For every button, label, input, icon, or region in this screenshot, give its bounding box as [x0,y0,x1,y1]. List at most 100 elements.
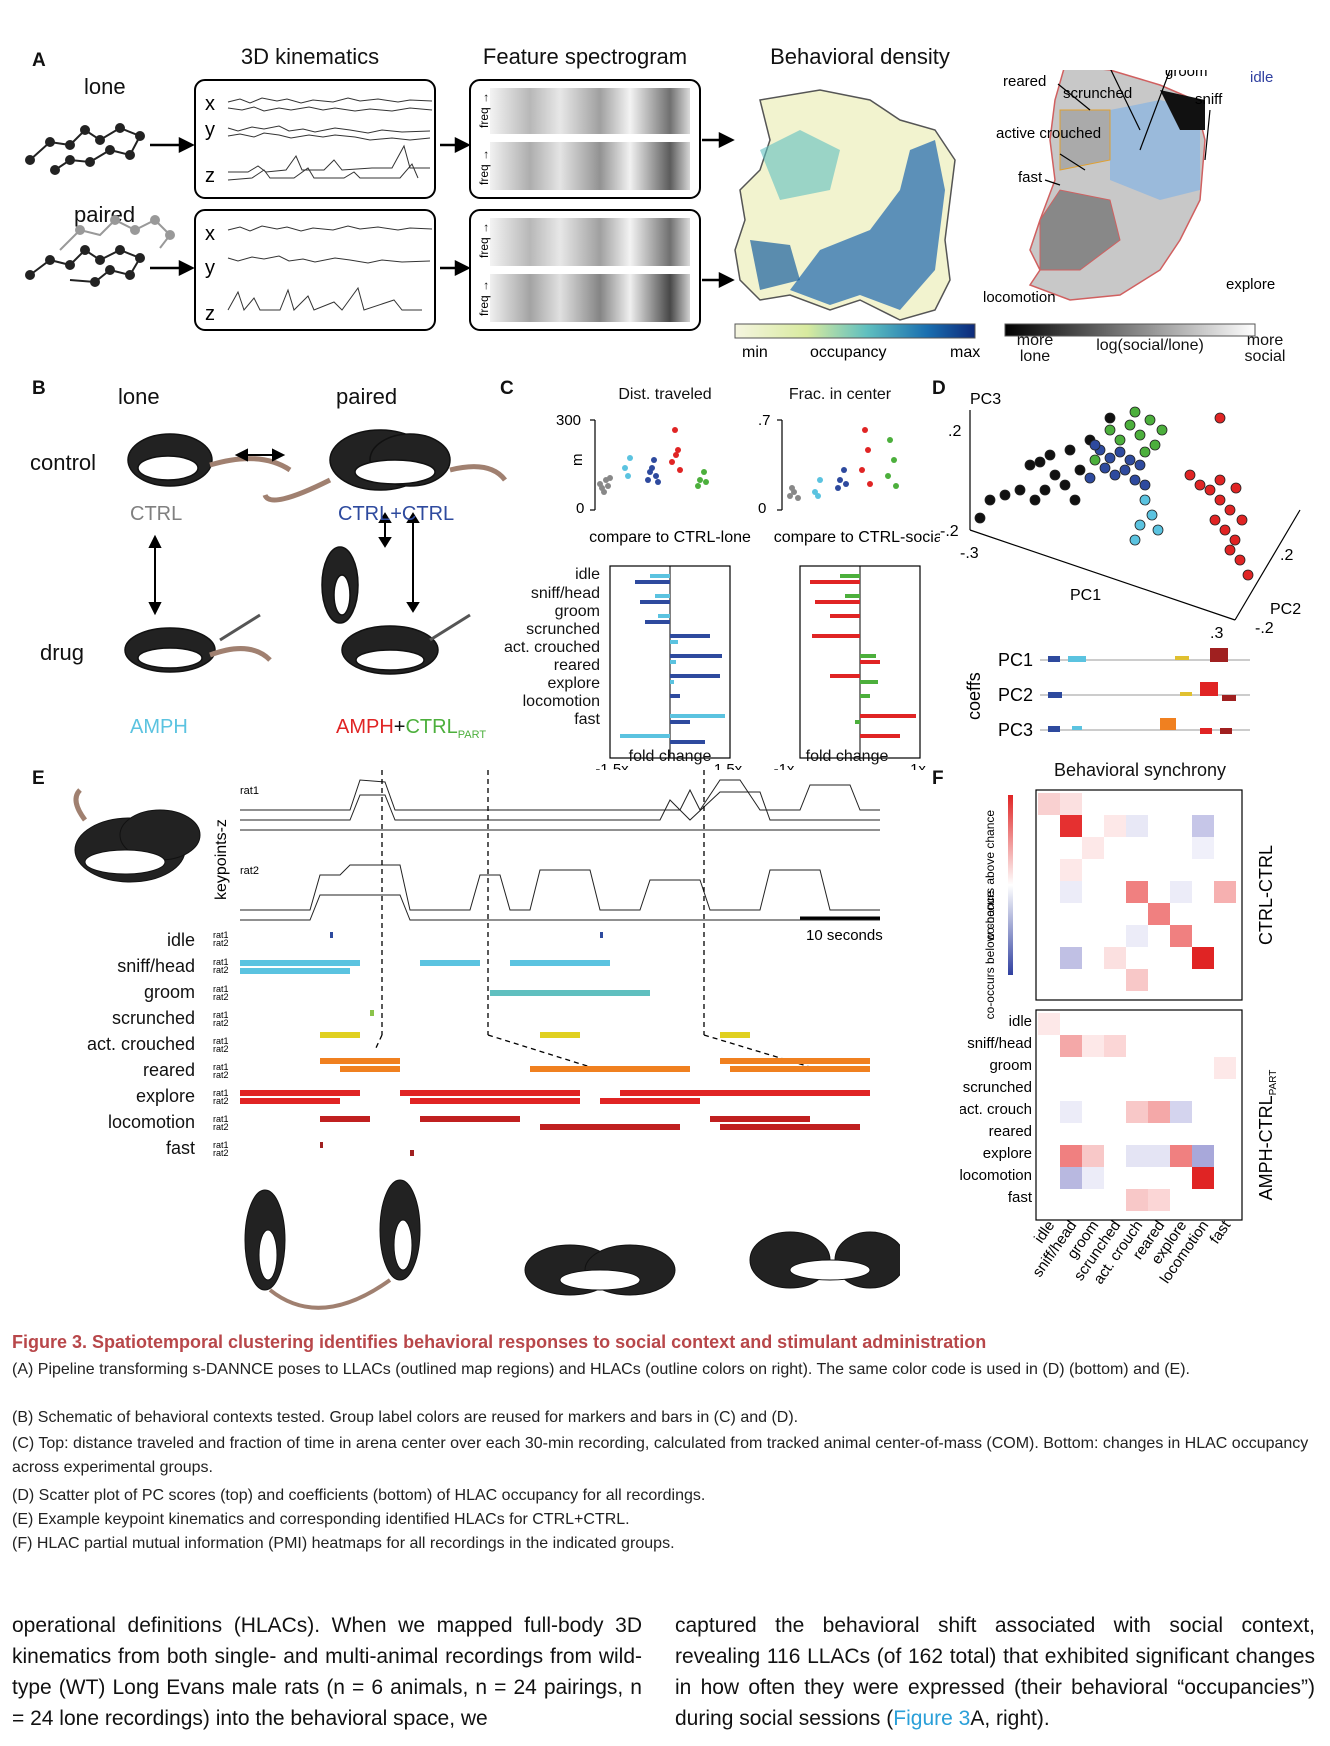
d-coeff-pc1: PC1 [998,650,1033,670]
axis-y-lone: y [205,119,215,141]
row-label-paired: paired [74,202,136,227]
panel-c-plots: 300 0 m .7 0 compare to CTRL-lone compar… [556,412,940,770]
density-scale-max: max [950,344,980,361]
d-coeff-pc2: PC2 [998,685,1033,705]
panel-label-e: E [32,768,45,789]
f-row-locomotion: locomotion [960,1167,1032,1184]
svg-text:rat1: rat1 [213,930,229,940]
f-cbar-top: co-occurs above chance [983,810,997,940]
panel-a-pipeline: x y z x y z freq → freq → freq → freq → … [25,70,1275,361]
f-row-crouch: act. crouch [960,1101,1032,1118]
e-beh-explore: explore [135,1086,195,1106]
f-row-fast: fast [1008,1189,1033,1206]
freq-label: freq → [477,222,491,258]
d-axis-pc1: PC1 [1070,587,1101,604]
d-tick-6: -.2 [1255,620,1274,637]
c-title-frac: Frac. in center [788,386,892,403]
f-group-bottom: AMPH-CTRL [1256,1095,1276,1200]
f-row-groom: groom [989,1057,1032,1074]
c-cat-fast: fast [574,711,600,728]
f-title: Behavioral synchrony [1053,760,1227,780]
freq-label: freq → [477,280,491,316]
svg-text:rat2: rat2 [213,938,229,948]
e-rat-poses-icon [244,1179,900,1310]
group-ctrl-part: CTRL [405,716,458,738]
svg-text:rat1: rat1 [213,1088,229,1098]
panel-label-f: F [932,768,944,789]
c-cat-reared: reared [553,657,600,674]
row-label-control: control [30,450,97,475]
caption-line-a: (A) Pipeline transforming s-DANNCE poses… [12,1361,1190,1378]
c-cat-groom: groom [554,603,600,620]
f-row-explore: explore [983,1145,1032,1162]
d-tick-2: -.2 [940,523,959,540]
group-ctrl-ctrl: CTRL+CTRL [338,503,455,525]
e-beh-reared: reared [142,1060,195,1080]
f-group-top: CTRL-CTRL [1256,845,1276,945]
f-row-idle: idle [1009,1013,1032,1030]
body-left-column: operational definitions (HLACs). When we… [12,1614,642,1730]
skeleton-lone-icon [25,123,145,175]
caption-line-d: (D) Scatter plot of PC scores (top) and … [12,1487,706,1504]
social-label-reared: reared [1003,73,1046,90]
axis-x-lone: x [205,93,215,115]
c-cat-sniff: sniff/head [530,585,600,602]
d-tick-1: .2 [948,423,961,440]
syringe-icon [429,613,471,642]
c-xlabel-right: fold change [805,748,889,765]
header-3d-kinematics: 3D kinematics [240,44,380,69]
group-plus: + [393,716,406,738]
figure-3-link[interactable]: Figure 3 [893,1707,971,1730]
panel-label-a: A [32,50,46,71]
e-ethogram [240,932,870,1156]
arrow-icon [150,131,735,289]
panel-label-d: D [932,378,946,399]
density-scale-min: min [742,344,768,361]
e-beh-groom: groom [143,982,195,1002]
group-ctrl: CTRL [130,503,183,525]
e-beh-crouched: act. crouched [86,1034,195,1054]
rat-pair-e-icon [73,788,201,883]
kinematics-traces [227,97,433,312]
axis-z-lone: z [205,165,215,187]
svg-text:rat1: rat1 [213,1036,229,1046]
e-beh-idle: idle [166,930,195,950]
c-dots-right [787,427,899,501]
axis-z-paired: z [205,303,215,325]
panel-b-schematic [124,429,507,675]
col-label-paired: paired [336,384,398,409]
caption-title: Figure 3. Spatiotemporal clustering iden… [12,1332,987,1352]
c-bars-right [810,574,916,738]
svg-text:rat2: rat2 [213,965,229,975]
f-col-fast: fast [1206,1217,1234,1247]
svg-text:rat2: rat2 [213,1070,229,1080]
f-group-bottom-sub: PART [1268,1070,1279,1096]
caption-line-e: (E) Example keypoint kinematics and corr… [12,1511,630,1528]
body-right-text-b: A, right). [970,1707,1050,1730]
social-label-idle: idle [1250,70,1273,86]
c-ytick-07: .7 [758,412,771,429]
c-ytick-300: 300 [556,412,581,429]
f-row-scrunched: scrunched [963,1079,1032,1096]
c-xtick-left-pos: 1.5x [714,761,743,770]
svg-text:rat2: rat2 [213,992,229,1002]
c-xtick-right-neg: -1x [774,761,795,770]
col-label-lone: lone [118,384,160,409]
svg-text:rat1: rat1 [213,1010,229,1020]
f-cells-bottom [1038,1013,1236,1211]
svg-text:rat1: rat1 [213,957,229,967]
svg-text:rat1: rat1 [213,1114,229,1124]
e-beh-locomotion: locomotion [107,1112,195,1132]
f-cells-top [1038,793,1236,991]
row-label-lone: lone [84,74,126,99]
svg-text:rat2: rat2 [213,1096,229,1106]
syringe-icon [219,613,261,642]
social-label-fast: fast [1018,169,1043,186]
c-xtick-right-pos: 1x [910,761,926,770]
e-beh-sniff: sniff/head [117,956,195,976]
c-compare-left: compare to CTRL-lone [589,529,751,546]
social-label-active-crouched: active crouched [996,125,1101,142]
c-cat-explore: explore [547,675,600,692]
svg-text:rat2: rat2 [213,1044,229,1054]
d-tick-4: .3 [1210,625,1223,642]
